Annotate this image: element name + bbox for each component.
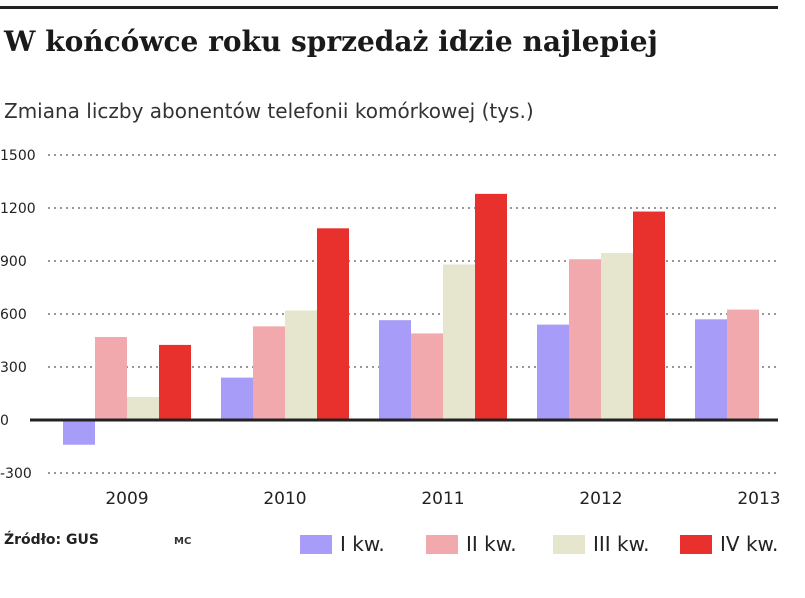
y-tick-label: 600 — [0, 307, 27, 323]
bar-2013-2 — [727, 309, 759, 420]
legend-item-q1: I kw. — [300, 529, 385, 559]
bar-2011-3 — [443, 264, 475, 420]
legend-item-q2: II kw. — [426, 529, 517, 559]
legend-item-q4: IV kw. — [680, 529, 778, 559]
grid-lines — [48, 154, 778, 474]
bar-2009-1 — [63, 420, 95, 445]
x-category-label: 2012 — [579, 489, 622, 509]
legend-label-q4: IV kw. — [720, 532, 779, 556]
bar-2011-1 — [379, 320, 411, 420]
bar-2012-3 — [601, 253, 633, 420]
y-tick-label: 1200 — [0, 201, 36, 217]
y-axis-ticks: -300 0 300 600 900 1200 1500 — [0, 148, 36, 482]
x-category-label: 2009 — [105, 489, 148, 509]
bar-2009-2 — [95, 336, 127, 420]
legend-label-q2: II kw. — [466, 532, 517, 556]
legend-swatch-q4 — [680, 534, 712, 554]
bar-2010-2 — [253, 326, 285, 420]
legend-label-q3: III kw. — [593, 532, 650, 556]
bar-2011-4 — [475, 193, 507, 420]
y-tick-label: -300 — [0, 466, 32, 482]
bar-2009-3 — [127, 397, 159, 420]
bar-2010-3 — [285, 310, 317, 420]
y-tick-label: 900 — [0, 254, 27, 270]
bar-2013-1 — [695, 319, 727, 420]
bars — [63, 193, 759, 445]
legend-swatch-q1 — [300, 534, 332, 554]
y-tick-label: 0 — [0, 413, 9, 429]
y-tick-label: 1500 — [0, 148, 36, 164]
chart-title: W końcówce roku sprzedaż idzie najlepiej — [4, 25, 658, 58]
author-credit: MC — [174, 536, 192, 547]
x-category-label: 2010 — [263, 489, 306, 509]
bar-2012-1 — [537, 324, 569, 420]
bar-2012-4 — [633, 211, 665, 420]
source-note: Źródło: GUS — [4, 532, 99, 548]
legend-label-q1: I kw. — [340, 532, 385, 556]
x-category-label: 2011 — [421, 489, 464, 509]
legend-swatch-q2 — [426, 534, 458, 554]
chart-subtitle: Zmiana liczby abonentów telefonii komórk… — [4, 99, 534, 123]
x-axis-categories: 2009 2010 2011 2012 2013 — [105, 489, 780, 509]
top-rule — [0, 6, 778, 9]
legend-swatch-q3 — [553, 534, 585, 554]
y-tick-label: 300 — [0, 360, 27, 376]
bar-2012-2 — [569, 259, 601, 420]
bar-2010-4 — [317, 228, 349, 420]
bar-2009-4 — [159, 344, 191, 420]
bar-2011-2 — [411, 333, 443, 420]
x-category-label: 2013 — [737, 489, 780, 509]
legend-item-q3: III kw. — [553, 529, 650, 559]
bar-2010-1 — [221, 377, 253, 420]
